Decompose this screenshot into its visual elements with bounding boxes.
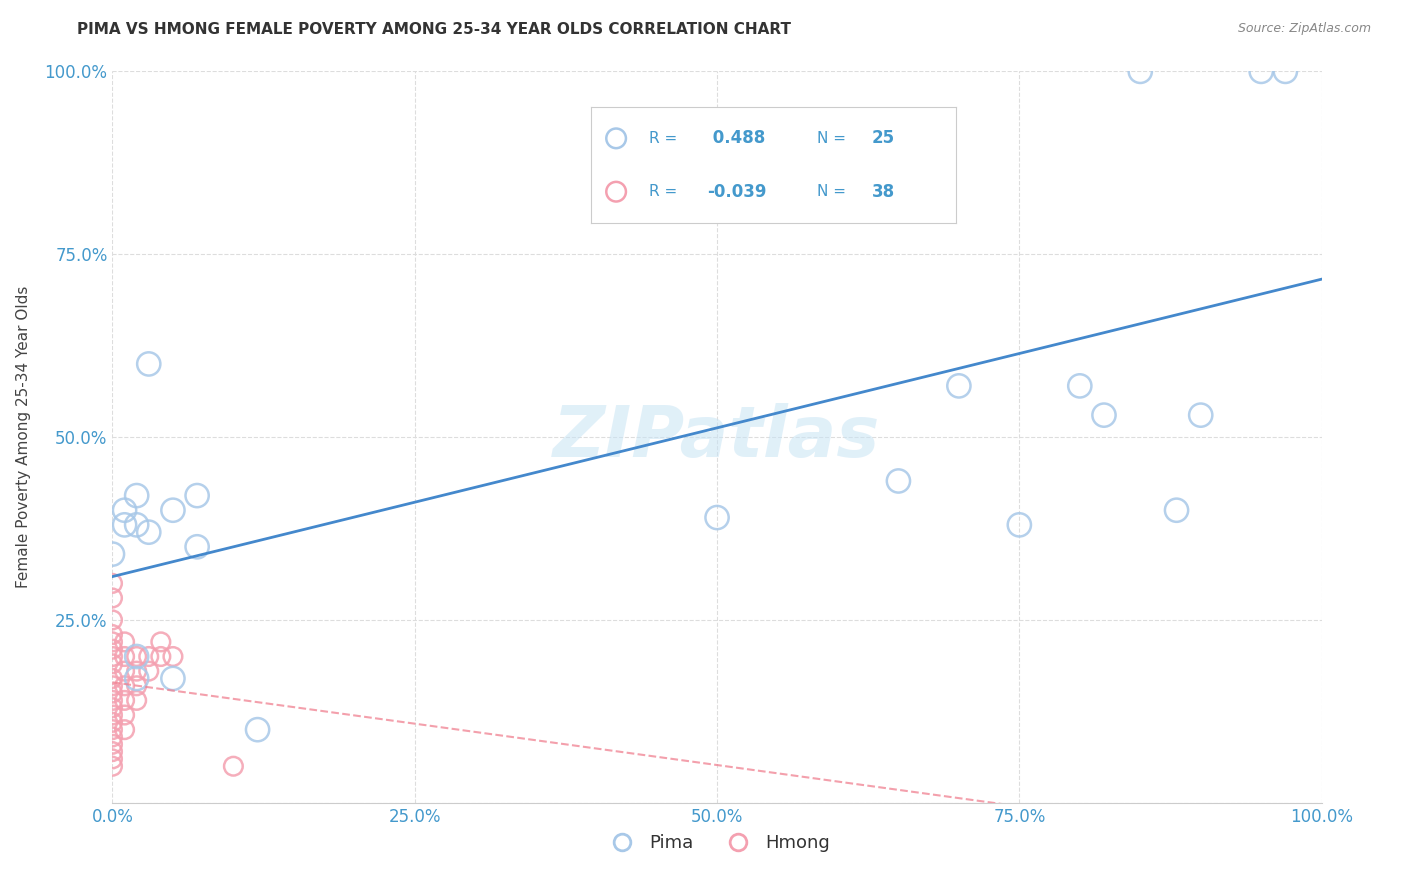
Point xyxy=(706,510,728,524)
Point xyxy=(114,649,136,664)
Point xyxy=(114,679,136,693)
Text: PIMA VS HMONG FEMALE POVERTY AMONG 25-34 YEAR OLDS CORRELATION CHART: PIMA VS HMONG FEMALE POVERTY AMONG 25-34… xyxy=(77,22,792,37)
Point xyxy=(186,489,208,503)
Point xyxy=(101,649,124,664)
Point xyxy=(149,649,172,664)
Point xyxy=(101,686,124,700)
Text: N =: N = xyxy=(817,184,851,199)
Text: Source: ZipAtlas.com: Source: ZipAtlas.com xyxy=(1237,22,1371,36)
Point xyxy=(101,672,124,686)
Point xyxy=(101,730,124,744)
Point xyxy=(222,759,245,773)
Point xyxy=(125,649,148,664)
Point xyxy=(1274,64,1296,78)
Point xyxy=(162,649,184,664)
Point xyxy=(101,715,124,730)
Point xyxy=(1069,379,1091,393)
Point xyxy=(138,357,160,371)
Point xyxy=(125,664,148,678)
Point xyxy=(162,503,184,517)
Text: 38: 38 xyxy=(872,183,896,201)
Point xyxy=(101,642,124,657)
Point xyxy=(114,517,136,532)
Point xyxy=(1092,408,1115,422)
Point xyxy=(125,517,148,532)
Point xyxy=(162,672,184,686)
Point xyxy=(887,474,910,488)
Text: N =: N = xyxy=(817,131,851,146)
Text: 0.488: 0.488 xyxy=(707,129,766,147)
Point xyxy=(125,489,148,503)
Point xyxy=(246,723,269,737)
Point xyxy=(101,745,124,759)
Point xyxy=(1250,64,1272,78)
Point xyxy=(101,693,124,707)
Point xyxy=(101,679,124,693)
Point xyxy=(605,185,627,199)
Point xyxy=(1129,64,1152,78)
Point xyxy=(101,576,124,591)
Point xyxy=(948,379,970,393)
Point xyxy=(114,693,136,707)
Text: -0.039: -0.039 xyxy=(707,183,768,201)
Point xyxy=(138,649,160,664)
Point xyxy=(101,591,124,605)
Point xyxy=(114,635,136,649)
Point xyxy=(101,737,124,751)
Point xyxy=(1008,517,1031,532)
Point xyxy=(114,708,136,723)
Point xyxy=(101,635,124,649)
Point xyxy=(186,540,208,554)
Point xyxy=(125,672,148,686)
Point xyxy=(101,613,124,627)
Point xyxy=(125,679,148,693)
Text: R =: R = xyxy=(650,131,682,146)
Point xyxy=(101,657,124,671)
Point xyxy=(101,723,124,737)
Point xyxy=(101,708,124,723)
Point xyxy=(149,635,172,649)
Text: 25: 25 xyxy=(872,129,896,147)
Text: ZIPatlas: ZIPatlas xyxy=(554,402,880,472)
Point xyxy=(1189,408,1212,422)
Point xyxy=(114,503,136,517)
Point xyxy=(605,131,627,145)
Point xyxy=(114,723,136,737)
Point xyxy=(101,759,124,773)
Point xyxy=(138,664,160,678)
Legend: Pima, Hmong: Pima, Hmong xyxy=(596,827,838,860)
Point xyxy=(101,627,124,641)
Point xyxy=(125,693,148,707)
Point xyxy=(101,547,124,561)
Point xyxy=(101,700,124,714)
Point xyxy=(101,752,124,766)
Point xyxy=(1166,503,1188,517)
Point xyxy=(114,664,136,678)
Point xyxy=(125,649,148,664)
Text: R =: R = xyxy=(650,184,682,199)
Y-axis label: Female Poverty Among 25-34 Year Olds: Female Poverty Among 25-34 Year Olds xyxy=(15,286,31,588)
Point xyxy=(138,525,160,540)
